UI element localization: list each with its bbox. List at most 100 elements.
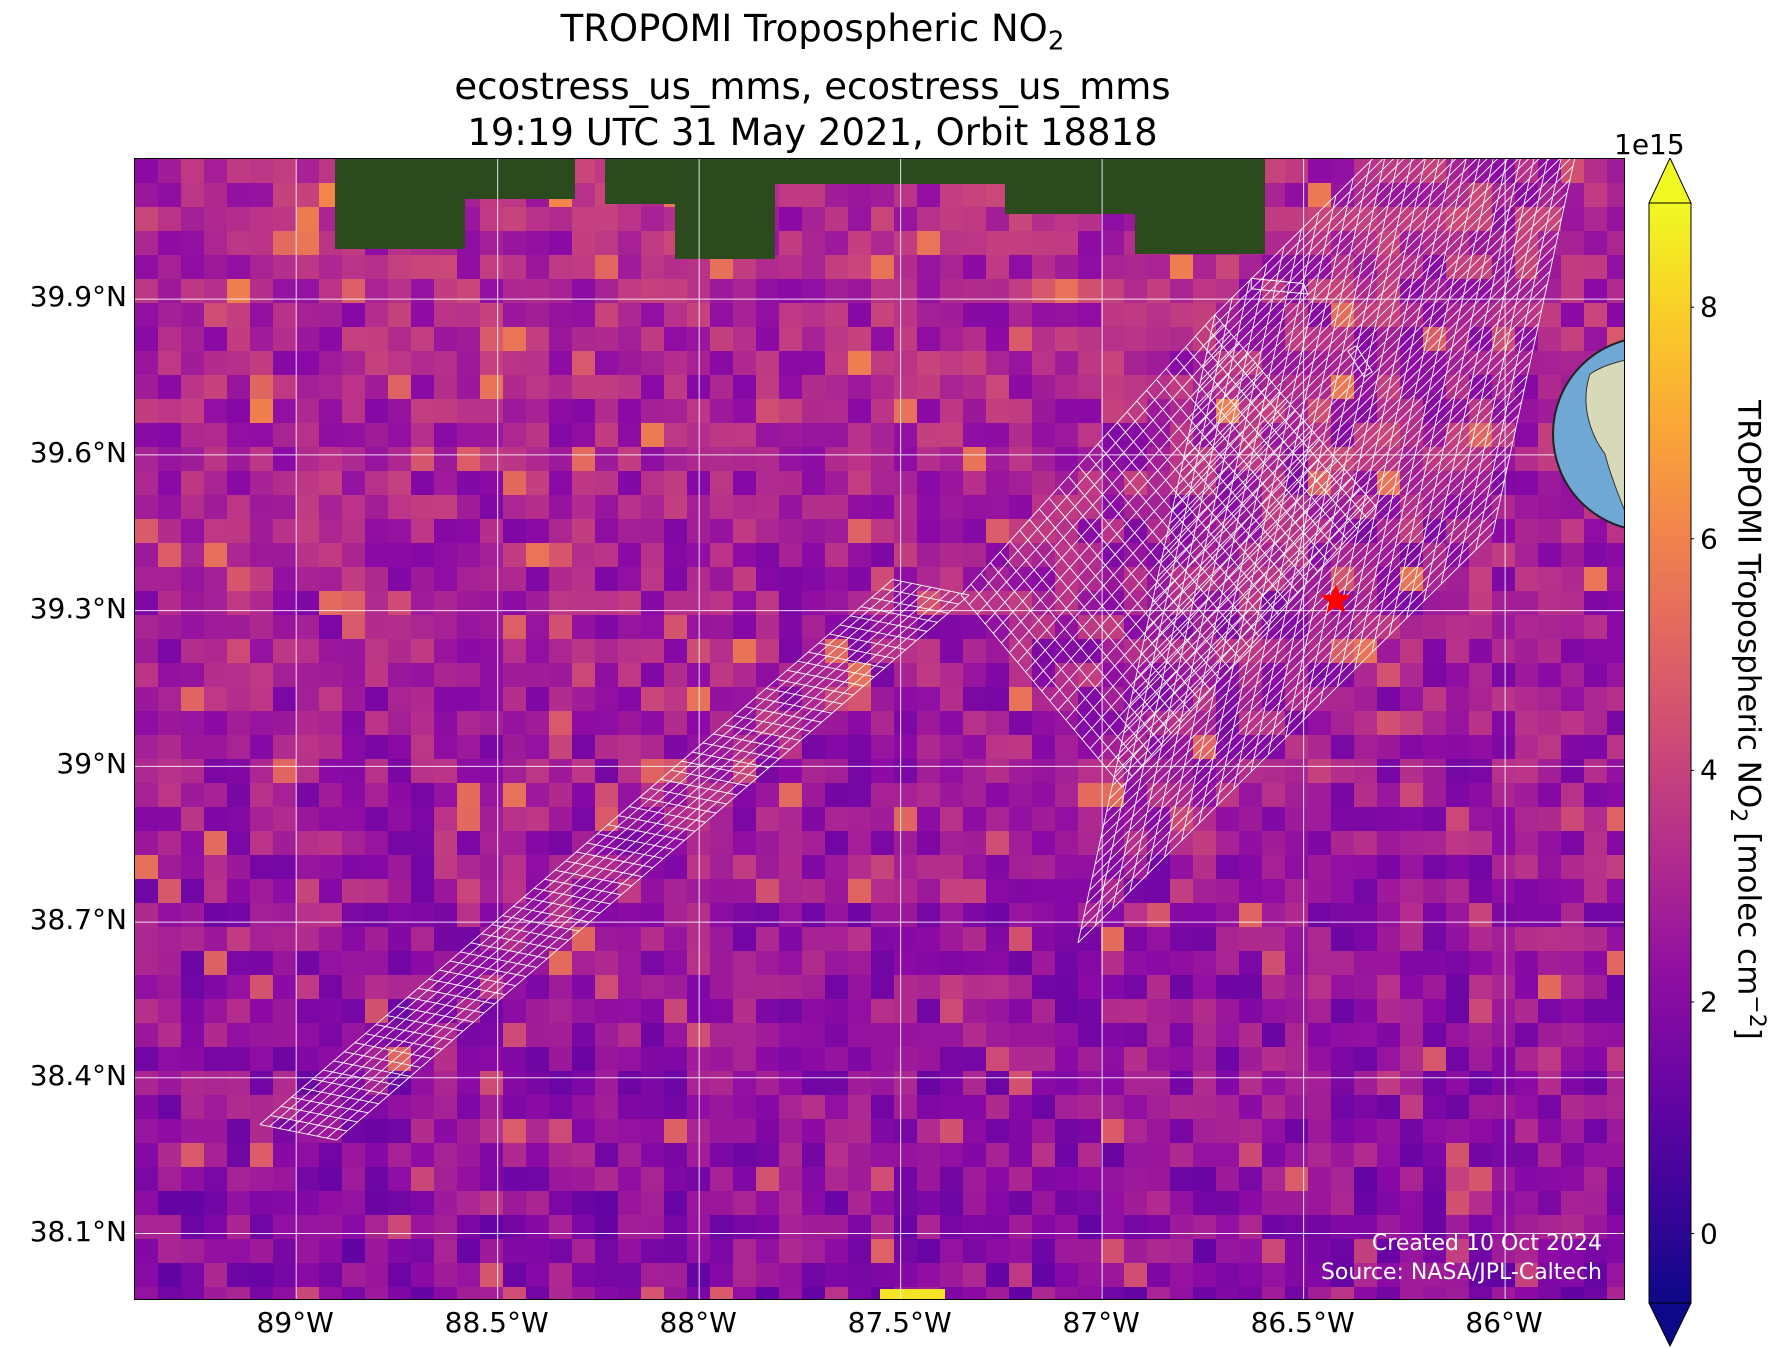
no2-pixel <box>894 927 918 952</box>
no2-pixel <box>388 375 412 400</box>
no2-pixel <box>457 1215 481 1240</box>
no2-pixel <box>1170 1167 1194 1192</box>
no2-pixel <box>1515 1239 1539 1264</box>
no2-pixel <box>963 183 987 208</box>
footprint-line <box>259 579 893 1125</box>
no2-pixel <box>181 567 205 592</box>
no2-pixel <box>1032 495 1056 520</box>
no2-pixel <box>1561 1239 1585 1264</box>
no2-pixel <box>963 615 987 640</box>
no2-pixel <box>457 855 481 880</box>
no2-pixel <box>296 639 320 664</box>
no2-pixel <box>227 855 251 880</box>
no2-pixel <box>1607 543 1624 568</box>
no2-pixel <box>1561 1263 1585 1288</box>
no2-pixel <box>480 255 504 280</box>
no2-pixel <box>825 903 849 928</box>
no2-pixel <box>1308 399 1332 424</box>
no2-pixel <box>388 927 412 952</box>
no2-pixel <box>1538 1263 1562 1288</box>
no2-pixel <box>1377 903 1401 928</box>
no2-pixel <box>1607 279 1624 304</box>
no2-pixel <box>1469 999 1493 1024</box>
no2-pixel <box>802 591 826 616</box>
no2-pixel <box>1446 831 1470 856</box>
no2-pixel <box>825 495 849 520</box>
no2-pixel <box>1078 231 1102 256</box>
no2-pixel <box>503 783 527 808</box>
no2-pixel <box>204 1167 228 1192</box>
map-panel[interactable]: Created 10 Oct 2024 Source: NASA/JPL-Cal… <box>134 158 1625 1300</box>
no2-pixel <box>1561 207 1585 232</box>
no2-pixel <box>319 375 343 400</box>
no2-pixel <box>664 975 688 1000</box>
no2-pixel <box>503 591 527 616</box>
no2-pixel <box>1124 471 1148 496</box>
no2-pixel <box>1354 1239 1378 1264</box>
no2-pixel <box>710 1119 734 1144</box>
no2-pixel <box>1446 1047 1470 1072</box>
footprint-line <box>1181 212 1320 841</box>
no2-pixel <box>1078 447 1102 472</box>
no2-pixel <box>1124 351 1148 376</box>
no2-pixel <box>917 951 941 976</box>
no2-pixel <box>595 375 619 400</box>
no2-pixel <box>595 567 619 592</box>
no2-pixel <box>503 567 527 592</box>
no2-pixel <box>963 471 987 496</box>
no2-pixel <box>1308 183 1332 208</box>
no2-pixel <box>963 1047 987 1072</box>
no2-pixel <box>917 687 941 712</box>
no2-pixel <box>848 1239 872 1264</box>
no2-pixel <box>1078 975 1102 1000</box>
no2-pixel <box>1101 399 1125 424</box>
no2-pixel <box>1354 1143 1378 1168</box>
no2-pixel <box>1170 447 1194 472</box>
no2-pixel <box>365 447 389 472</box>
no2-pixel <box>1492 1287 1516 1299</box>
no2-pixel <box>1193 855 1217 880</box>
no2-pixel <box>365 1119 389 1144</box>
no2-pixel <box>1078 999 1102 1024</box>
no2-pixel <box>365 423 389 448</box>
no2-pixel <box>227 543 251 568</box>
no2-pixel <box>1377 663 1401 688</box>
no2-pixel <box>457 519 481 544</box>
no2-pixel <box>319 663 343 688</box>
no2-pixel <box>227 831 251 856</box>
no2-pixel <box>1193 1191 1217 1216</box>
no2-pixel <box>1607 1071 1624 1096</box>
no2-pixel <box>940 855 964 880</box>
no2-pixel <box>273 1143 297 1168</box>
no2-pixel <box>733 471 757 496</box>
no2-pixel <box>319 783 343 808</box>
no2-pixel <box>1032 735 1056 760</box>
no2-pixel <box>388 639 412 664</box>
no2-pixel <box>1216 831 1240 856</box>
no2-pixel <box>710 279 734 304</box>
no2-pixel <box>802 1191 826 1216</box>
no2-pixel <box>1193 1287 1217 1299</box>
no2-pixel <box>618 783 642 808</box>
no2-pixel <box>664 1023 688 1048</box>
no2-pixel <box>1147 255 1171 280</box>
no2-pixel <box>1446 807 1470 832</box>
no2-pixel <box>204 831 228 856</box>
no2-pixel <box>618 1047 642 1072</box>
no2-pixel <box>1078 303 1102 328</box>
no2-pixel <box>986 759 1010 784</box>
no2-pixel <box>480 1263 504 1288</box>
no2-pixel <box>572 783 596 808</box>
no2-pixel <box>342 375 366 400</box>
no2-pixel <box>181 639 205 664</box>
no2-pixel <box>1400 615 1424 640</box>
no2-pixel <box>319 519 343 544</box>
no2-pixel <box>480 687 504 712</box>
no2-pixel <box>526 1287 550 1299</box>
no2-pixel <box>940 879 964 904</box>
no2-pixel <box>1469 591 1493 616</box>
no2-pixel <box>1055 375 1079 400</box>
no2-pixel <box>618 879 642 904</box>
no2-pixel <box>1101 567 1125 592</box>
no2-pixel <box>1078 711 1102 736</box>
